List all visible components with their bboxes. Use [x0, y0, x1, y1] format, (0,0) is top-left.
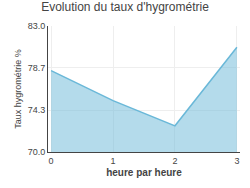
- svg-text:83.0: 83.0: [28, 21, 46, 31]
- svg-text:Evolution du taux d'hygrométri: Evolution du taux d'hygrométrie: [41, 0, 209, 14]
- svg-text:78.7: 78.7: [28, 63, 46, 73]
- svg-text:1: 1: [111, 156, 116, 166]
- svg-text:0: 0: [49, 156, 54, 166]
- svg-text:heure par heure: heure par heure: [106, 167, 182, 178]
- svg-text:3: 3: [234, 156, 239, 166]
- svg-text:Taux hygrométrie %: Taux hygrométrie %: [13, 49, 23, 129]
- svg-text:70.0: 70.0: [28, 147, 46, 157]
- svg-text:74.3: 74.3: [28, 105, 46, 115]
- svg-text:2: 2: [172, 156, 177, 166]
